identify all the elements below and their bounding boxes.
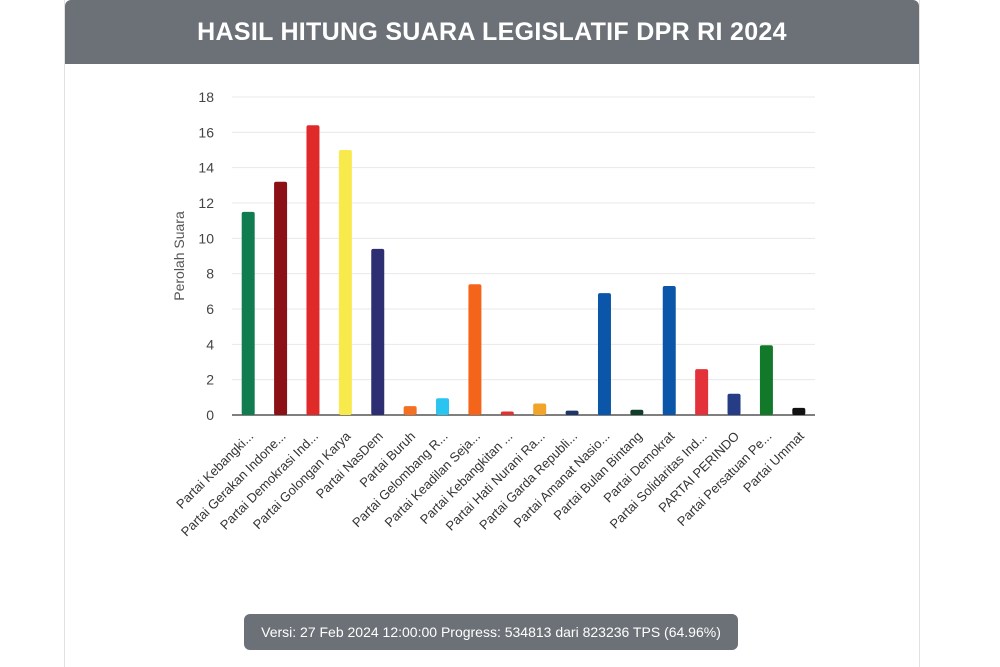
y-tick-label: 18 [198, 89, 214, 105]
bar [662, 286, 676, 415]
y-tick-label: 8 [206, 266, 214, 282]
bar [274, 181, 288, 415]
version-progress-bar: Versi: 27 Feb 2024 12:00:00 Progress: 53… [244, 614, 738, 650]
bar [468, 284, 482, 415]
bar [306, 125, 320, 416]
bar [241, 211, 255, 415]
y-tick-label: 12 [198, 195, 214, 211]
bar [759, 345, 773, 415]
header-bar: HASIL HITUNG SUARA LEGISLATIF DPR RI 202… [65, 0, 919, 64]
bar [727, 393, 741, 415]
y-axis-title: Perolah Suara [171, 211, 187, 301]
bar [436, 398, 450, 415]
bar [565, 410, 579, 415]
bar [792, 407, 806, 415]
bar [597, 293, 611, 415]
bar [500, 411, 514, 415]
y-tick-label: 6 [206, 301, 214, 317]
y-tick-label: 14 [198, 160, 214, 176]
bar [533, 403, 547, 415]
y-tick-label: 4 [206, 336, 214, 352]
y-tick-label: 16 [198, 124, 214, 140]
version-progress-text: Versi: 27 Feb 2024 12:00:00 Progress: 53… [261, 624, 721, 640]
y-tick-label: 10 [198, 230, 214, 246]
bar [371, 248, 385, 415]
y-tick-label: 0 [206, 407, 214, 423]
y-tick-label: 2 [206, 372, 214, 388]
chart-card: HASIL HITUNG SUARA LEGISLATIF DPR RI 202… [64, 0, 920, 667]
bar [695, 369, 709, 415]
bar [630, 409, 644, 415]
bar [338, 150, 352, 415]
chart-title: HASIL HITUNG SUARA LEGISLATIF DPR RI 202… [197, 17, 787, 46]
bar [403, 406, 417, 415]
